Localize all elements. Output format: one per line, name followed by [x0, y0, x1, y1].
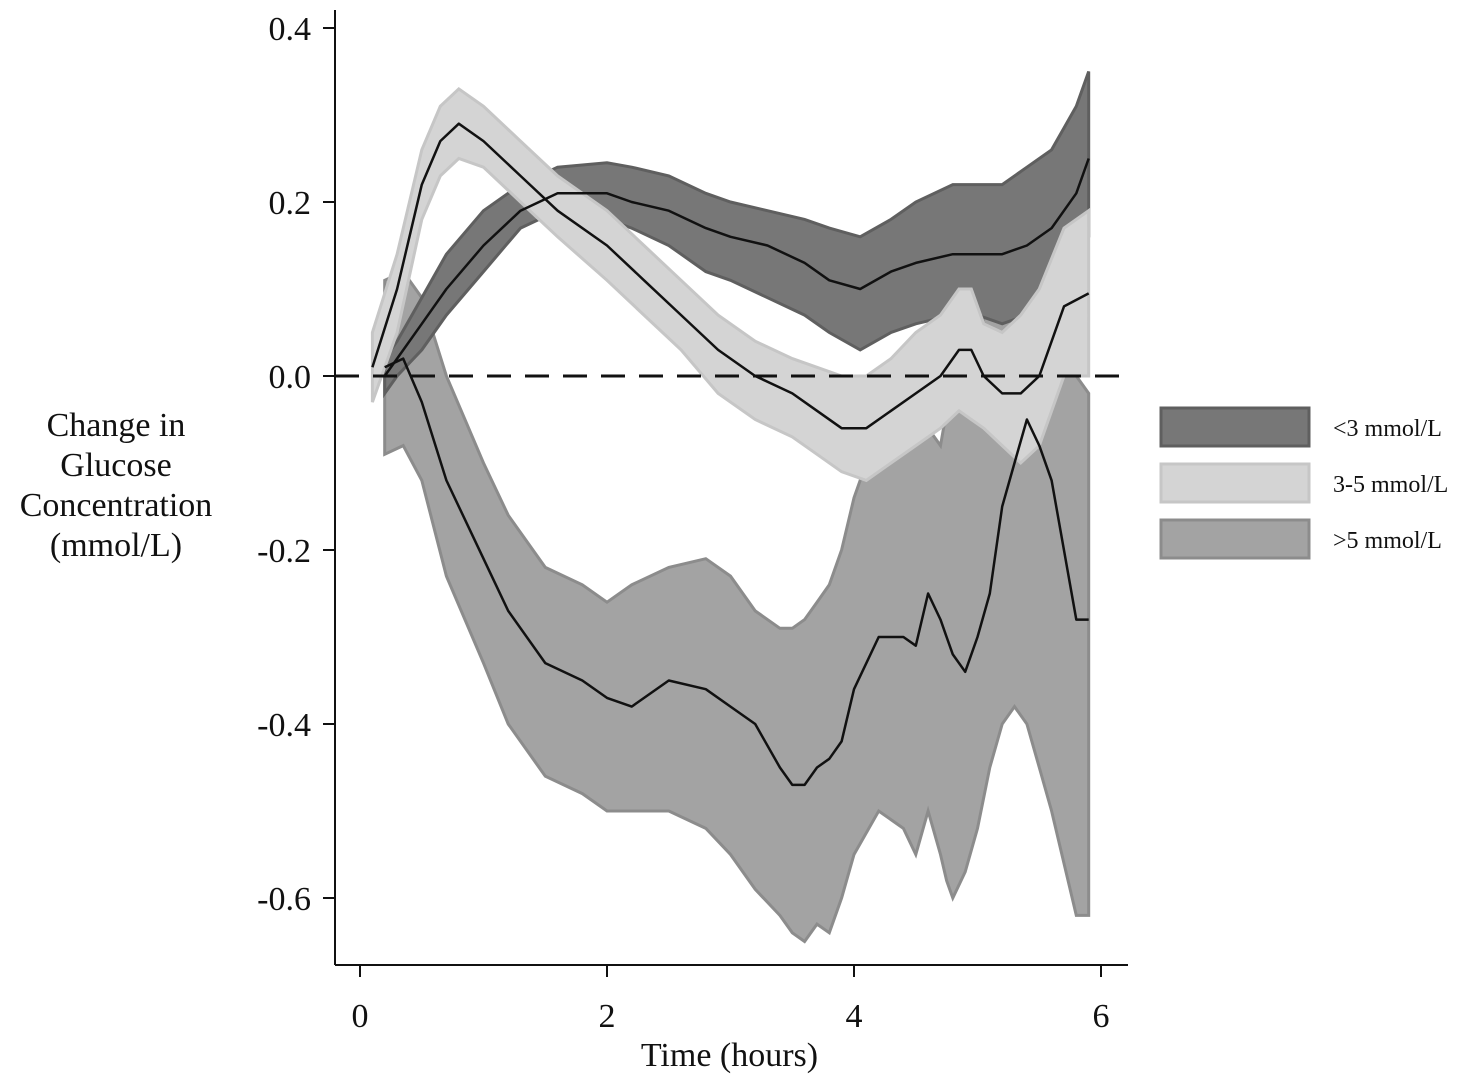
band-series-2 [383, 180, 1091, 944]
y-axis-title-line: Glucose [60, 447, 171, 484]
confidence-bands [370, 70, 1091, 944]
x-tick-label: 4 [846, 998, 863, 1035]
y-axis-title-line: Concentration [20, 487, 213, 524]
x-axis-title: Time (hours) [641, 1037, 818, 1074]
mean-line-series-1 [371, 122, 1090, 430]
legend-swatch [1159, 406, 1311, 448]
legend-swatch [1159, 462, 1311, 504]
mean-lines [371, 122, 1090, 787]
y-tick-label: 0.4 [269, 11, 312, 48]
y-ticks: 0.4 0.2 0.0 -0.2 -0.4 -0.6 [257, 11, 335, 918]
y-tick-label: -0.4 [257, 707, 311, 744]
y-axis-title-line: (mmol/L) [50, 527, 182, 564]
mean-line-series-2 [384, 357, 1089, 787]
legend-label: 3-5 mmol/L [1333, 472, 1448, 498]
y-tick-label: 0.0 [269, 359, 312, 396]
legend-label: <3 mmol/L [1333, 416, 1442, 442]
x-ticks: 0 2 4 6 [352, 965, 1110, 1035]
legend-swatch [1159, 518, 1311, 560]
y-axis-title-line: Change in [47, 407, 186, 444]
x-tick-label: 6 [1093, 998, 1110, 1035]
axes [334, 10, 1128, 966]
y-tick-label: -0.6 [257, 881, 311, 918]
band-series-1 [370, 86, 1091, 483]
legend: <3 mmol/L 3-5 mmol/L >5 mmol/L [1159, 406, 1448, 560]
mean-line-series-0 [383, 158, 1090, 377]
x-tick-label: 2 [599, 998, 616, 1035]
legend-label: >5 mmol/L [1333, 528, 1442, 554]
x-tick-label: 0 [352, 998, 369, 1035]
y-tick-label: 0.2 [269, 185, 312, 222]
y-tick-label: -0.2 [257, 533, 311, 570]
